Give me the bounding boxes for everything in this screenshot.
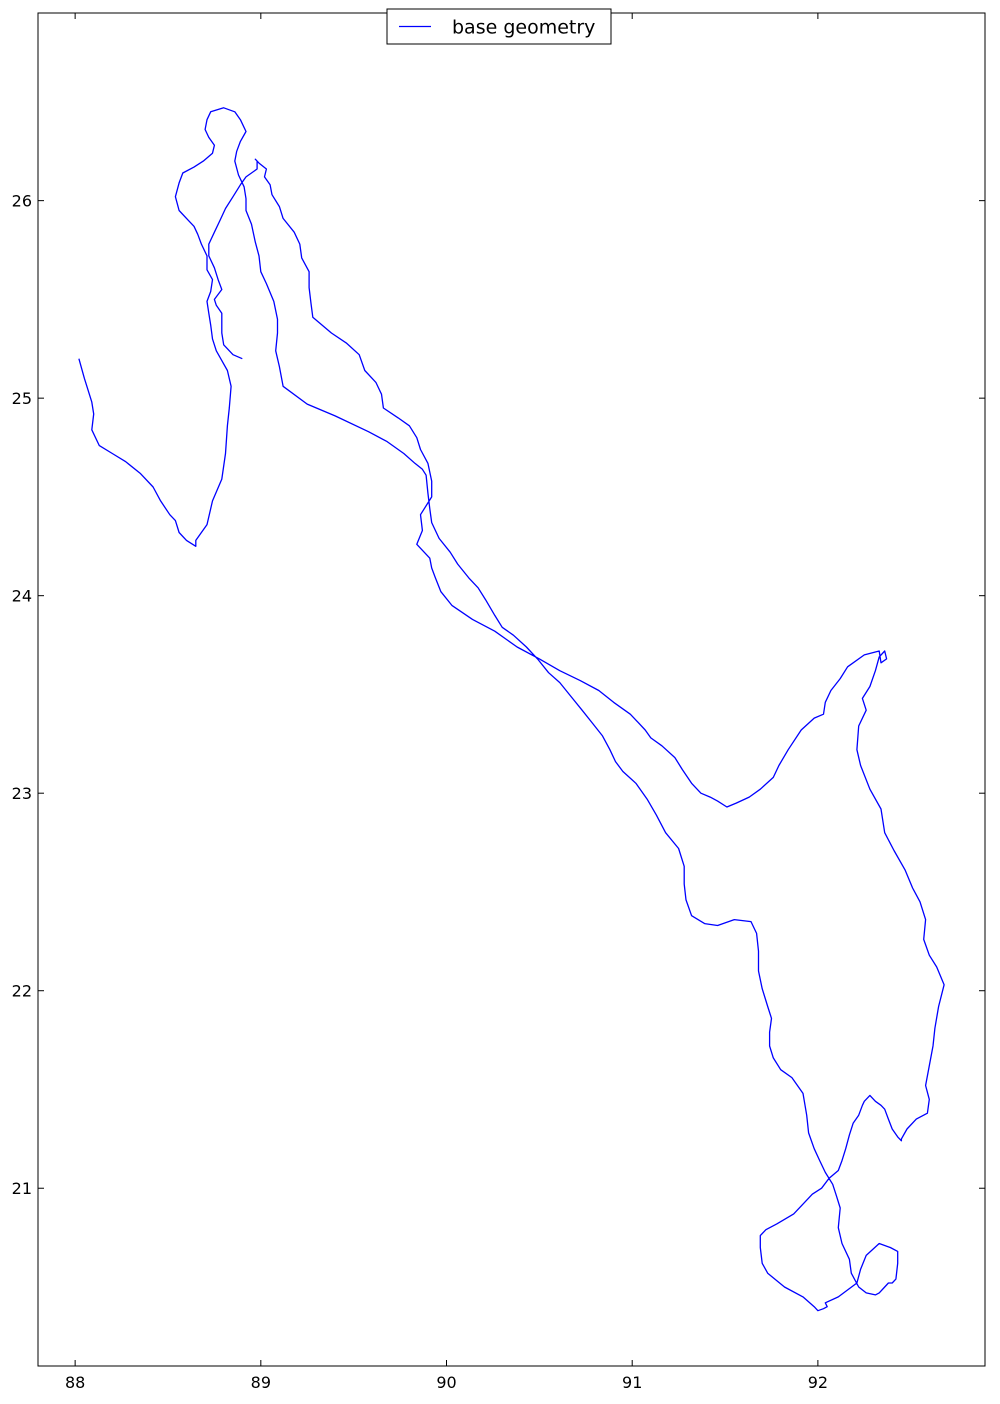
y-tick-label: 23 bbox=[12, 784, 32, 803]
y-tick-label: 26 bbox=[12, 192, 32, 211]
x-tick-label: 89 bbox=[251, 1373, 271, 1392]
y-tick-label: 22 bbox=[12, 982, 32, 1001]
axes-frame bbox=[37, 12, 986, 1367]
x-tick-label: 92 bbox=[808, 1373, 828, 1392]
axes-border bbox=[37, 12, 986, 1367]
plot-area bbox=[78, 107, 945, 1312]
y-tick-label: 25 bbox=[12, 389, 32, 408]
y-axis-ticks: 21 22 23 24 25 26 bbox=[12, 192, 985, 1198]
x-tick-label: 90 bbox=[436, 1373, 456, 1392]
y-tick-label: 21 bbox=[12, 1179, 32, 1198]
x-tick-label: 88 bbox=[65, 1373, 85, 1392]
y-tick-label: 24 bbox=[12, 587, 32, 606]
series-line-0 bbox=[78, 107, 945, 1312]
x-axis-ticks: 88 89 90 91 92 bbox=[65, 13, 828, 1392]
legend-label: base geometry bbox=[452, 17, 595, 39]
x-tick-label: 91 bbox=[622, 1373, 642, 1392]
legend: base geometry bbox=[386, 8, 612, 45]
